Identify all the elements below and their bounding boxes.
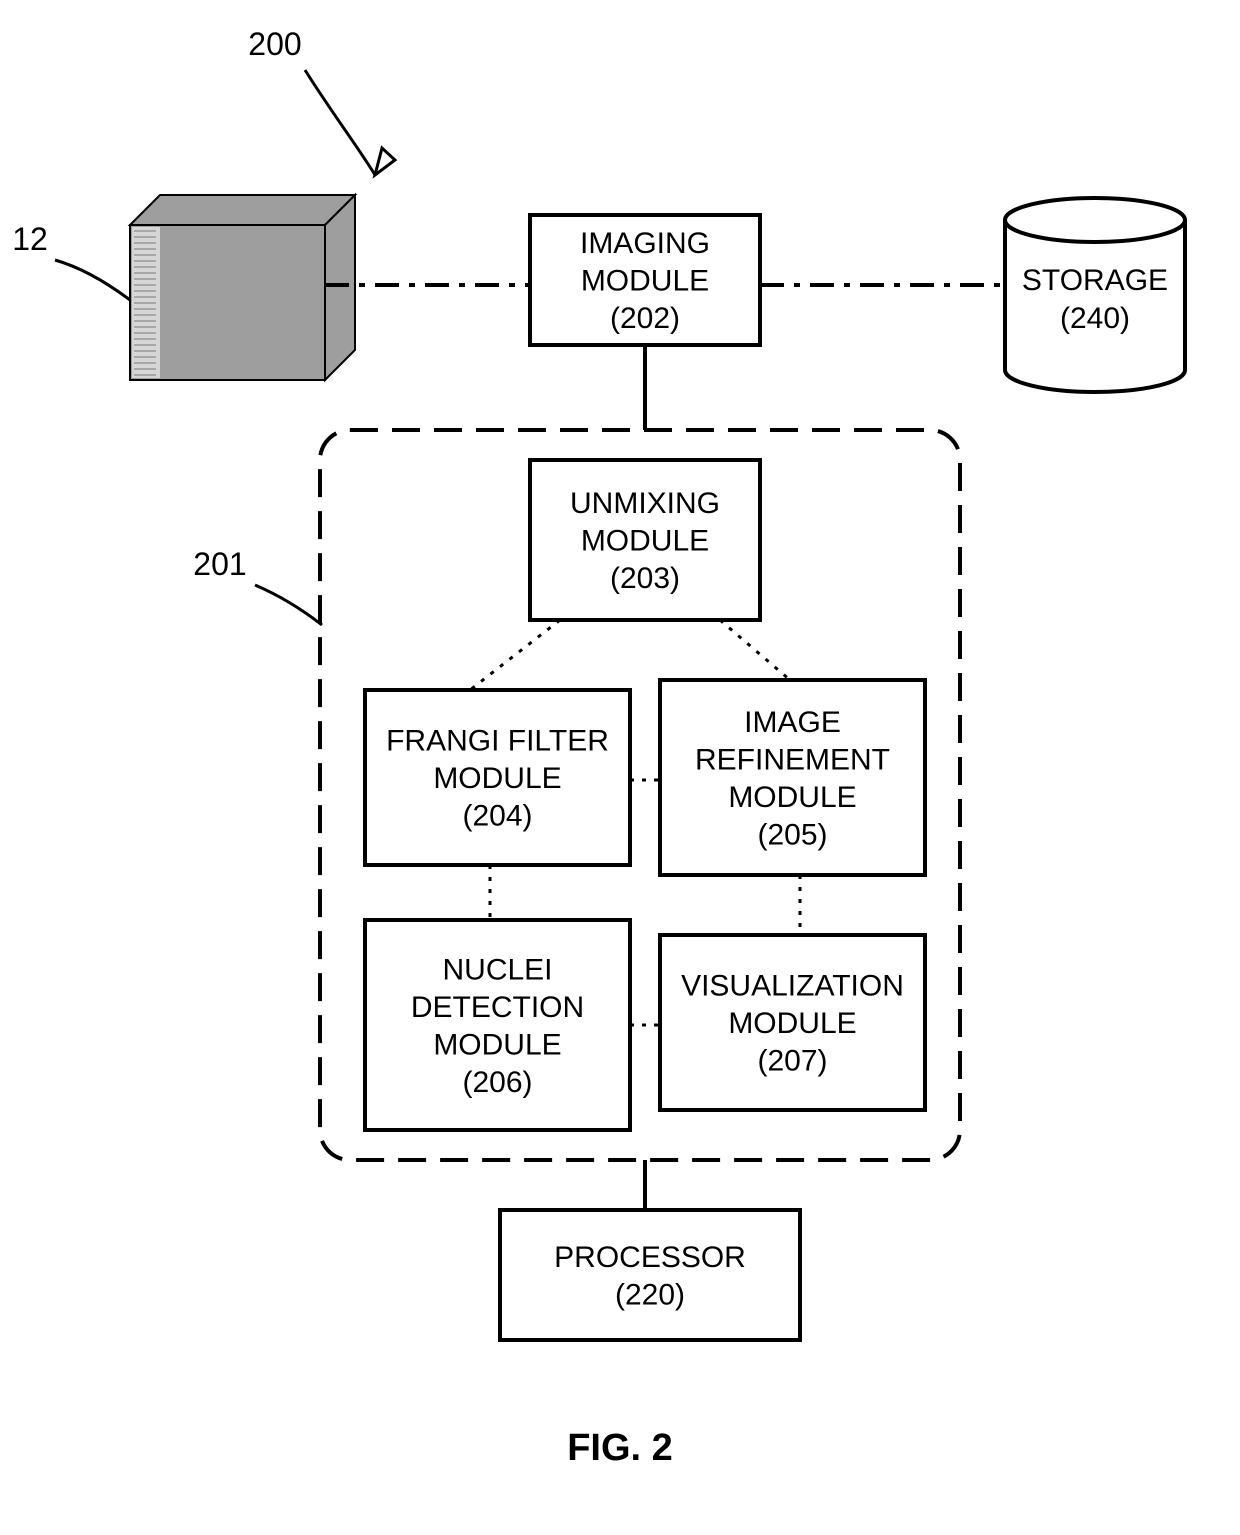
processor-label: PROCESSOR — [554, 1241, 746, 1274]
refine-label: REFINEMENT — [695, 743, 890, 776]
input-device — [130, 195, 355, 380]
refine-box: IMAGE REFINEMENT MODULE (205) — [660, 680, 925, 875]
ref-200: 200 — [248, 26, 301, 62]
imaging-label: MODULE — [581, 265, 709, 298]
frangi-label: (204) — [462, 800, 532, 833]
processor-box: PROCESSOR (220) — [500, 1210, 800, 1340]
imaging-label: (202) — [610, 302, 680, 335]
nuclei-label: DETECTION — [411, 991, 584, 1024]
visual-label: VISUALIZATION — [681, 970, 904, 1003]
svg-text:STORAGE: STORAGE — [1022, 264, 1168, 297]
connector-dotted — [470, 620, 560, 690]
leader-12 — [55, 260, 130, 300]
arrow-200-head — [375, 148, 395, 175]
nuclei-label: NUCLEI — [442, 953, 552, 986]
frangi-label: MODULE — [433, 762, 561, 795]
leader-201 — [255, 585, 322, 625]
ref-201: 201 — [193, 546, 246, 582]
ref-12: 12 — [12, 221, 48, 257]
refine-label: (205) — [757, 818, 827, 851]
figure-caption: FIG. 2 — [567, 1427, 673, 1469]
visual-box: VISUALIZATION MODULE (207) — [660, 935, 925, 1110]
refine-label: IMAGE — [744, 706, 841, 739]
storage-cylinder: STORAGE (240) — [1005, 198, 1185, 392]
refine-label: MODULE — [728, 781, 856, 814]
unmixing-label: MODULE — [581, 525, 709, 558]
svg-text:(240): (240) — [1060, 302, 1130, 335]
unmixing-label: (203) — [610, 562, 680, 595]
processor-label: (220) — [615, 1278, 685, 1311]
frangi-box: FRANGI FILTER MODULE (204) — [365, 690, 630, 865]
arrow-200-tail — [305, 70, 375, 175]
nuclei-label: MODULE — [433, 1028, 561, 1061]
connector-dotted — [720, 620, 790, 680]
unmixing-label: UNMIXING — [570, 487, 720, 520]
visual-label: MODULE — [728, 1007, 856, 1040]
unmixing-box: UNMIXING MODULE (203) — [530, 460, 760, 620]
nuclei-label: (206) — [462, 1066, 532, 1099]
frangi-label: FRANGI FILTER — [386, 725, 609, 758]
imaging-box: IMAGING MODULE (202) — [530, 215, 760, 345]
visual-label: (207) — [757, 1045, 827, 1078]
nuclei-box: NUCLEI DETECTION MODULE (206) — [365, 920, 630, 1130]
imaging-label: IMAGING — [580, 227, 710, 260]
